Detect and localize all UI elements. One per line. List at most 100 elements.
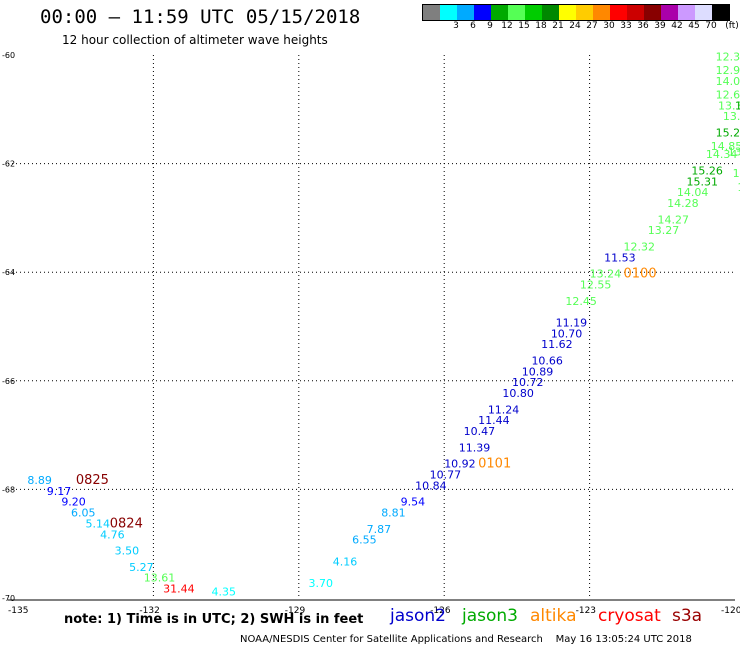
legend-label: 36 [637, 21, 649, 31]
legend-label: 30 [603, 21, 615, 31]
satellite-name-cryosat: cryosat [598, 606, 661, 626]
wave-height-label: 3.50 [115, 545, 140, 558]
satellite-name-s3a: s3a [672, 606, 703, 626]
y-tick-label: -60 [2, 51, 15, 60]
legend-label: 9 [487, 21, 493, 31]
wave-height-label: 5.27 [129, 561, 154, 574]
wave-height-label: 10.66 [531, 355, 563, 368]
map-subtitle: 12 hour collection of altimeter wave hei… [62, 33, 328, 47]
wave-height-label: 12.55 [580, 278, 612, 291]
legend-swatch [712, 5, 729, 20]
y-tick-label: -62 [2, 160, 15, 169]
y-tick-label: -70 [2, 594, 15, 603]
wave-height-label: 4.76 [100, 528, 125, 541]
legend-label: 21 [552, 21, 564, 31]
map-title: 00:00 – 11:59 UTC 05/15/2018 [40, 6, 361, 28]
wave-height-label: 15.26 [691, 164, 723, 177]
x-tick-label: -135 [8, 606, 28, 616]
wave-height-label: 14.03 [716, 75, 740, 88]
wave-height-label: 13.61 [144, 572, 176, 585]
legend-swatch [695, 5, 712, 20]
wave-height-label: 6.05 [71, 507, 96, 520]
legend-label: 70 [705, 21, 717, 31]
wave-height-label: 12.68 [716, 88, 740, 101]
legend-label: 15 [518, 21, 530, 31]
wave-height-label: 9.54 [401, 496, 426, 509]
wave-height-label: 14.27 [657, 213, 689, 226]
x-tick-label: -123 [576, 606, 596, 616]
wave-height-label: 10.70 [551, 327, 583, 340]
legend-swatch [678, 5, 695, 20]
wave-height-label: 12.32 [716, 50, 740, 63]
wave-height-label: 14.85 [711, 140, 740, 153]
legend-label: 12 [501, 21, 513, 31]
wave-height-label: 12.96 [716, 64, 740, 77]
x-tick-label: -132 [139, 606, 159, 616]
wave-height-label: 15.31 [687, 175, 719, 188]
legend-swatch [440, 5, 457, 20]
wave-height-label: 10.47 [464, 425, 496, 438]
wave-height-label: 14.04 [677, 186, 709, 199]
y-tick-label: -66 [2, 377, 15, 386]
wave-height-label: 13.72 [723, 110, 740, 123]
wave-height-label: 9.17 [47, 485, 71, 498]
wave-height-label: 11.39 [459, 441, 491, 454]
pass-time-label: 0100 [624, 267, 657, 282]
satellite-name-jason2: jason2 [390, 606, 446, 626]
wave-height-label: 10.72 [512, 376, 544, 389]
footer-credit: NOAA/NESDIS Center for Satellite Applica… [240, 634, 692, 645]
wave-height-label: 11.53 [604, 251, 636, 264]
wave-height-label: 14.34 [706, 148, 738, 161]
wave-height-label: 9.20 [61, 496, 86, 509]
wave-height-label: 13.24 [590, 268, 622, 281]
wave-height-label: 11.19 [556, 317, 588, 330]
x-tick-label: -129 [285, 606, 306, 616]
legend-swatch [593, 5, 610, 20]
legend-unit: (ft) [725, 21, 739, 31]
x-tick-label: -126 [430, 606, 451, 616]
legend-swatch [474, 5, 491, 20]
wave-height-label: 8.89 [27, 474, 51, 487]
wave-height-label: 4.35 [212, 585, 237, 598]
legend-label: 24 [569, 21, 581, 31]
satellite-name-altika: altika [530, 606, 577, 626]
wave-height-label: 10.92 [444, 458, 476, 471]
wave-height-label: 8.81 [381, 507, 406, 520]
wave-height-label: 11.44 [478, 414, 510, 427]
wave-height-label: 7.87 [367, 523, 392, 536]
wave-height-label: 3.70 [308, 577, 333, 590]
wave-height-label: 13.73 [733, 167, 740, 180]
satellite-name-jason3: jason3 [462, 606, 518, 626]
legend-swatch [576, 5, 593, 20]
wave-height-label: 31.44 [163, 583, 195, 596]
y-tick-label: -64 [2, 268, 15, 277]
wave-height-label: 10.84 [415, 479, 447, 492]
legend-swatch [508, 5, 525, 20]
legend-swatch [644, 5, 661, 20]
legend-label: 6 [470, 21, 476, 31]
footer-note: note: 1) Time is in UTC; 2) SWH is in fe… [64, 612, 364, 627]
y-tick-label: -68 [2, 485, 15, 494]
legend-swatch [610, 5, 627, 20]
wave-height-label: 5.14 [86, 517, 111, 530]
wave-height-label: 13.27 [648, 224, 680, 237]
legend-swatch [423, 5, 440, 20]
wave-height-label: 14.28 [667, 197, 699, 210]
wave-height-label: 15.72 [735, 99, 740, 112]
legend-swatch [525, 5, 542, 20]
wave-height-label: 10.77 [430, 469, 462, 482]
legend-swatch [491, 5, 508, 20]
pass-time-label: 0825 [76, 473, 109, 488]
wave-height-label: 11.24 [488, 403, 520, 416]
wave-height-label: 4.16 [333, 555, 358, 568]
legend-label: 3 [453, 21, 459, 31]
wave-height-label: 13.05 [728, 145, 740, 158]
wave-height-label: 12.32 [624, 240, 656, 253]
wave-height-label: 10.89 [522, 365, 554, 378]
wave-height-label: 10.80 [502, 387, 534, 400]
legend-swatch [542, 5, 559, 20]
legend-swatch [627, 5, 644, 20]
pass-time-label: 0824 [110, 516, 143, 531]
legend-swatch [559, 5, 576, 20]
